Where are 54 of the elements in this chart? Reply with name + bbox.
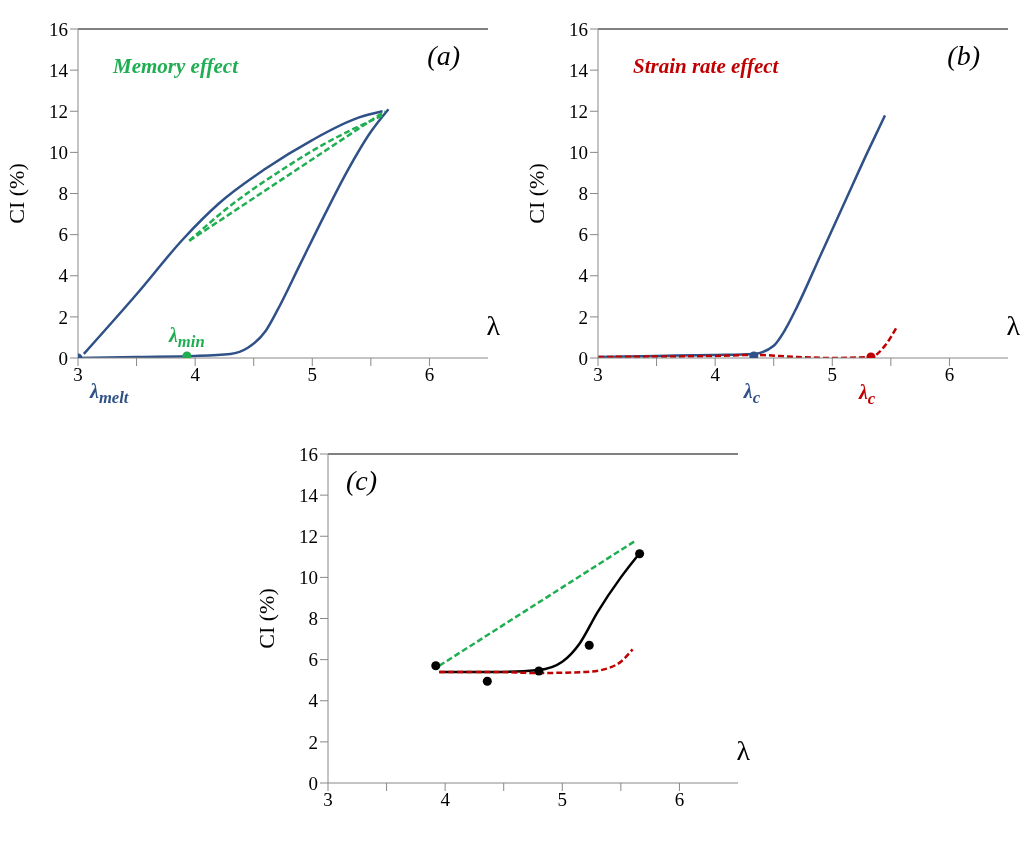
x-axis-title: λ (486, 310, 500, 342)
x-tick-label: 3 (323, 789, 333, 811)
y-tick-label: 16 (299, 443, 318, 465)
x-tick-label: 4 (710, 364, 721, 386)
x-axis-title: λ (736, 735, 750, 767)
x-tick-label: 5 (827, 364, 838, 386)
y-tick-label: 4 (578, 265, 589, 287)
y-tick-label: 10 (299, 567, 318, 589)
x-tick-label: 6 (674, 789, 685, 811)
y-tick-label: 12 (299, 525, 318, 547)
chart-title: (a) (427, 40, 460, 72)
y-tick-label: 8 (578, 183, 588, 205)
y-tick-label: 4 (58, 265, 69, 287)
y-tick-label: 16 (49, 18, 68, 40)
x-tick-label: 3 (593, 364, 603, 386)
annotation: λ$_{c}$ (858, 380, 876, 409)
y-tick-label: 14 (49, 59, 69, 81)
annotation: Memory effect (113, 54, 238, 79)
y-tick-label: 6 (308, 649, 318, 671)
x-tick-label: 4 (440, 789, 451, 811)
x-tick-label: 5 (307, 364, 318, 386)
y-tick-label: 0 (578, 347, 588, 369)
y-tick-label: 14 (299, 484, 319, 506)
y-tick-label: 2 (578, 306, 588, 328)
y-tick-label: 4 (308, 690, 319, 712)
y-axis-title: CI (%) (253, 588, 279, 649)
y-tick-label: 8 (308, 608, 318, 630)
annotation: λ$_{min}$ (168, 323, 205, 352)
x-tick-label: 3 (73, 364, 83, 386)
y-tick-label: 2 (308, 731, 318, 753)
x-tick-label: 6 (424, 364, 435, 386)
y-tick-label: 10 (49, 142, 68, 164)
y-axis-title: CI (%) (523, 163, 549, 224)
y-tick-label: 6 (578, 224, 588, 246)
y-axis-title: CI (%) (3, 163, 29, 224)
y-tick-label: 8 (58, 183, 68, 205)
y-tick-label: 12 (569, 101, 588, 122)
y-tick-label: 0 (308, 772, 318, 794)
x-axis-title: λ (1006, 310, 1020, 342)
y-tick-label: 0 (58, 347, 68, 369)
annotation: λ$_{melt}$ (90, 380, 129, 408)
y-tick-label: 14 (569, 59, 589, 81)
x-tick-label: 4 (190, 364, 201, 386)
y-tick-label: 12 (49, 101, 68, 122)
y-tick-label: 2 (58, 306, 68, 328)
y-tick-label: 10 (569, 142, 588, 164)
chart-title: (b) (947, 40, 980, 72)
y-tick-label: 16 (569, 18, 588, 40)
annotation: Strain rate effect (633, 54, 779, 79)
y-tick-label: 6 (58, 224, 68, 246)
annotation: λ$_{c}$ (743, 379, 761, 408)
chart-title: (c) (346, 465, 378, 497)
x-tick-label: 5 (557, 789, 568, 811)
x-tick-label: 6 (944, 364, 955, 386)
